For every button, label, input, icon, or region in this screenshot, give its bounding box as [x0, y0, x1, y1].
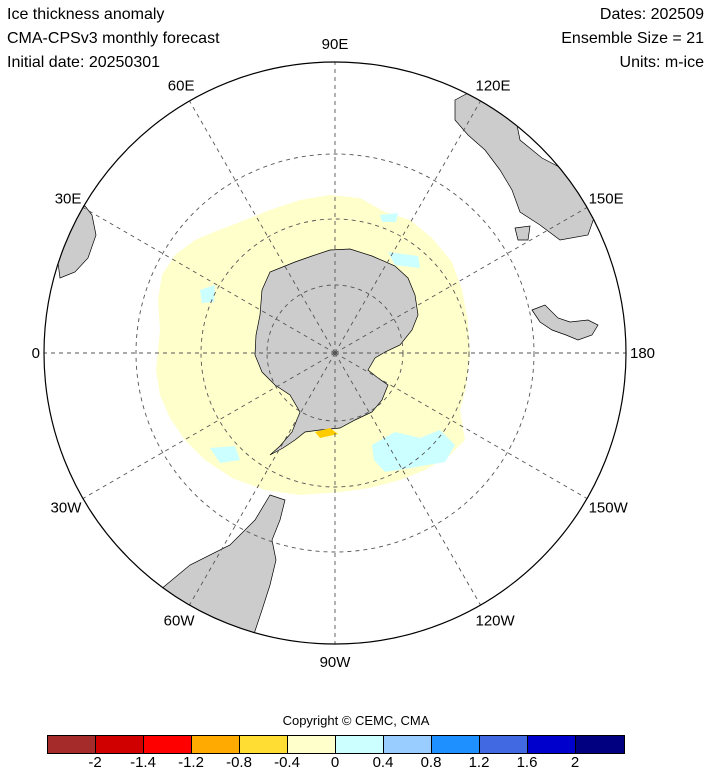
colorbar-swatch	[48, 736, 96, 753]
longitude-labels: 90E 120E 150E 180 150W 120W 90W 60W 30W 0 30E 60E	[32, 36, 655, 671]
colorbar-swatch	[432, 736, 480, 753]
colorbar-tick-label: 0.4	[372, 754, 394, 771]
meridian-line	[82, 207, 336, 354]
units-label: Units: m-ice	[619, 54, 704, 71]
colorbar-swatch	[336, 736, 384, 753]
longitude-label: 0	[32, 345, 40, 362]
colorbar-swatch	[528, 736, 576, 753]
colorbar-tick-label: -1.4	[130, 754, 156, 771]
sea-ice-anomaly-negative-5	[380, 213, 398, 222]
latitude-circle	[200, 218, 470, 488]
colorbar-tick-label: 0.8	[420, 754, 442, 771]
longitude-label: 120W	[476, 613, 516, 630]
longitude-label: 90W	[320, 654, 352, 671]
tasmania-landmass	[514, 225, 531, 241]
meridian-line	[334, 207, 588, 354]
colorbar-tick-label: -2	[88, 754, 102, 771]
longitude-label: 90E	[322, 36, 349, 53]
initial-date: Initial date: 20250301	[7, 54, 161, 71]
meridian-line	[334, 352, 481, 606]
colorbar-tick-label: 1.2	[468, 754, 490, 771]
colorbar-swatch	[240, 736, 288, 753]
meridian-line	[334, 352, 588, 499]
longitude-label: 120E	[476, 77, 511, 94]
forecast-dates: Dates: 202509	[599, 6, 704, 23]
colorbar-tick-label: -0.4	[274, 754, 300, 771]
ensemble-size: Ensemble Size = 21	[561, 30, 704, 47]
colorbar-tick-label: 2	[570, 754, 580, 771]
longitude-label: 180	[630, 345, 655, 362]
map-boundary	[43, 61, 627, 645]
sea-ice-anomaly-negative-1	[372, 430, 455, 472]
colorbar-tick-label: 0	[330, 754, 340, 771]
latitude-circle	[135, 153, 535, 553]
colorbar-swatch	[144, 736, 192, 753]
longitude-label: 150W	[589, 500, 629, 517]
colorbar	[47, 735, 625, 754]
polar-map: 90E 120E 150E 180 150W 120W 90W 60W 30W 0 30E 60E	[32, 36, 655, 671]
longitude-label: 30E	[55, 191, 82, 208]
colorbar-swatch	[576, 736, 624, 753]
colorbar-swatch	[480, 736, 528, 753]
model-subtitle: CMA-CPSv3 monthly forecast	[7, 30, 220, 47]
meridian-line	[334, 100, 481, 354]
graticule	[44, 62, 626, 644]
colorbar-swatch	[288, 736, 336, 753]
colorbar-tick-label: -0.8	[226, 754, 252, 771]
longitude-label: 150E	[589, 191, 624, 208]
colorbar-tick-label: 1.6	[516, 754, 538, 771]
sea-ice-anomaly-negative-2	[200, 285, 215, 303]
meridian-line	[189, 100, 336, 354]
sea-ice-anomaly-negative-4	[388, 252, 420, 268]
colorbar-tick-label: -1.2	[178, 754, 204, 771]
longitude-label: 30W	[51, 500, 83, 517]
longitude-label: 60E	[168, 77, 195, 94]
copyright-text: Copyright © CEMC, CMA	[282, 713, 430, 728]
new-zealand-landmass	[531, 304, 599, 341]
antarctic-peninsula-ice	[315, 428, 338, 438]
map-title: Ice thickness anomaly	[7, 6, 165, 23]
longitude-label: 60W	[164, 613, 196, 630]
colorbar-swatch	[96, 736, 144, 753]
meridian-line	[82, 352, 336, 499]
colorbar-swatch	[384, 736, 432, 753]
sea-ice-anomaly-negative-3	[210, 446, 240, 463]
meridian-line	[189, 352, 336, 606]
colorbar-swatch	[192, 736, 240, 753]
